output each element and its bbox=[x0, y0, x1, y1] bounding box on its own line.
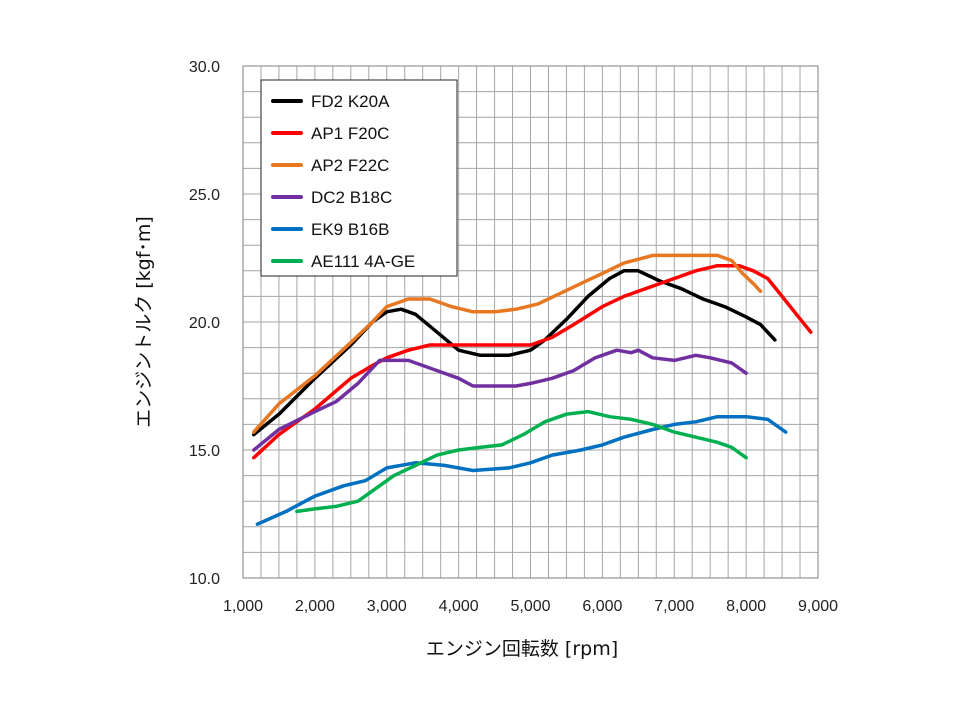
series-layer bbox=[252, 253, 813, 526]
legend-label: DC2 B18C bbox=[311, 188, 392, 207]
series-line-dc2-b18c bbox=[252, 348, 748, 452]
x-tick-label: 9,000 bbox=[798, 598, 838, 615]
series-line-ap1-f20c bbox=[252, 263, 813, 460]
series-line-ap2-f22c bbox=[252, 253, 763, 434]
y-tick-label: 15.0 bbox=[189, 443, 220, 460]
x-tick-label: 5,000 bbox=[510, 598, 550, 615]
x-tick-label: 7,000 bbox=[654, 598, 694, 615]
legend-label: AP2 F22C bbox=[311, 156, 389, 175]
legend-label: FD2 K20A bbox=[311, 92, 390, 111]
plot-border bbox=[242, 65, 819, 579]
x-tick-label: 2,000 bbox=[295, 598, 335, 615]
legend-label: AE111 4A-GE bbox=[311, 252, 415, 271]
legend-label: EK9 B16B bbox=[311, 220, 389, 239]
y-tick-label: 20.0 bbox=[189, 315, 220, 332]
series-line-ek9-b16b bbox=[255, 414, 788, 526]
x-tick-label: 4,000 bbox=[439, 598, 479, 615]
x-axis-ticks: 1,000 2,000 3,000 4,000 5,000 6,000 7,000 8,000… bbox=[223, 598, 838, 615]
y-tick-label: 30.0 bbox=[189, 59, 220, 76]
series-line-fd2-k20a bbox=[252, 269, 777, 437]
x-tick-label: 3,000 bbox=[367, 598, 407, 615]
x-tick-label: 8,000 bbox=[726, 598, 766, 615]
legend-label: AP1 F20C bbox=[311, 124, 389, 143]
x-tick-label: 6,000 bbox=[582, 598, 622, 615]
x-axis-title: エンジン回転数 [rpm] bbox=[426, 638, 618, 660]
y-axis-title: エンジントルク [kgf･m] bbox=[133, 216, 155, 428]
y-tick-label: 25.0 bbox=[189, 187, 220, 204]
legend: FD2 K20A AP1 F20C AP2 F22C DC2 B18C EK9 B16B… bbox=[260, 79, 458, 277]
y-axis-ticks: 10.0 15.0 20.0 25.0 30.0 bbox=[189, 59, 220, 588]
legend-box bbox=[260, 79, 458, 277]
y-tick-label: 10.0 bbox=[189, 571, 220, 588]
series-line-ae111-4a-ge bbox=[295, 409, 748, 514]
x-tick-label: 1,000 bbox=[223, 598, 263, 615]
